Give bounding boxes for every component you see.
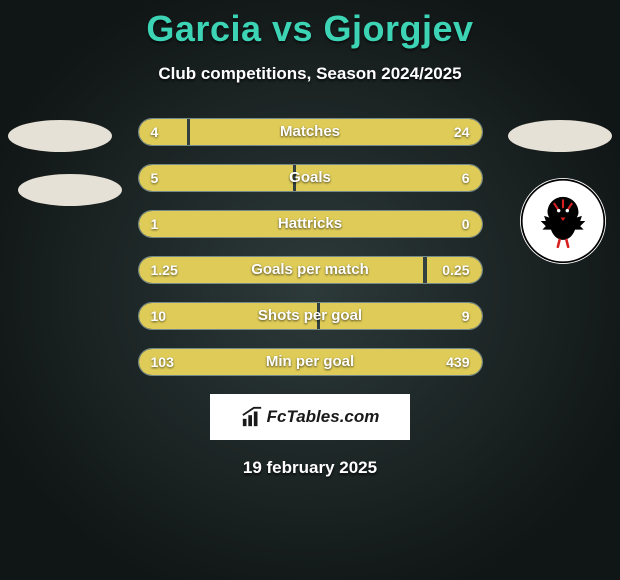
stat-row: 10Hattricks bbox=[138, 210, 483, 238]
stat-label: Shots per goal bbox=[139, 303, 482, 329]
comparison-title: Garcia vs Gjorgjev bbox=[0, 0, 620, 50]
branding-banner: FcTables.com bbox=[210, 394, 410, 440]
comparison-date: 19 february 2025 bbox=[0, 458, 620, 478]
stat-row: 103439Min per goal bbox=[138, 348, 483, 376]
stat-row: 56Goals bbox=[138, 164, 483, 192]
stat-label: Min per goal bbox=[139, 349, 482, 375]
comparison-subtitle: Club competitions, Season 2024/2025 bbox=[0, 64, 620, 84]
stat-row: 1.250.25Goals per match bbox=[138, 256, 483, 284]
branding-text: FcTables.com bbox=[267, 407, 380, 427]
stat-row: 424Matches bbox=[138, 118, 483, 146]
stat-label: Goals per match bbox=[139, 257, 482, 283]
player-left-avatar bbox=[8, 120, 112, 152]
club-crest-icon bbox=[520, 178, 606, 264]
stat-label: Goals bbox=[139, 165, 482, 191]
chart-icon bbox=[241, 406, 263, 428]
player-right-avatar bbox=[508, 120, 612, 152]
stat-label: Hattricks bbox=[139, 211, 482, 237]
stats-bars: 424Matches 56Goals 10Hattricks 1.250.25Goal… bbox=[138, 118, 483, 376]
player-left-club-avatar bbox=[18, 174, 122, 206]
player-right-club-badge bbox=[520, 178, 606, 264]
stat-row: 109Shots per goal bbox=[138, 302, 483, 330]
stat-label: Matches bbox=[139, 119, 482, 145]
